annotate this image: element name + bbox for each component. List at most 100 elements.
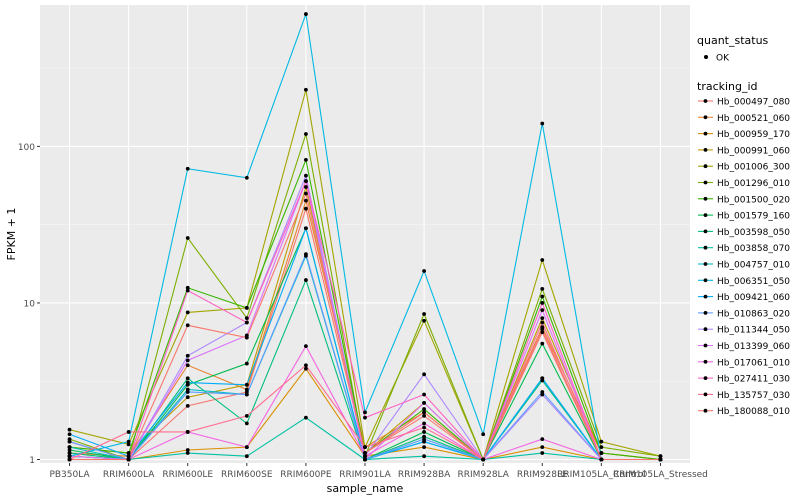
- data-point: [185, 285, 190, 290]
- data-point: [185, 395, 190, 400]
- data-point: [599, 457, 604, 462]
- data-point: [540, 121, 545, 126]
- data-point: [67, 448, 72, 452]
- data-point: [363, 445, 367, 450]
- legend-point-key: [703, 343, 708, 348]
- data-point: [185, 404, 190, 408]
- x-tick-label: PB350LA: [49, 470, 90, 480]
- data-point: [540, 445, 545, 450]
- data-point: [422, 400, 426, 405]
- data-point: [304, 206, 308, 211]
- data-point: [244, 320, 249, 325]
- data-point: [67, 457, 72, 462]
- legend-label: Hb_001500_020: [717, 195, 790, 205]
- data-point: [422, 269, 426, 273]
- data-point: [422, 410, 426, 415]
- data-point: [185, 376, 190, 381]
- legend-label: OK: [716, 54, 730, 64]
- data-point: [363, 457, 367, 462]
- legend-point-key: [703, 311, 708, 315]
- data-point: [67, 445, 72, 450]
- data-point: [304, 252, 308, 257]
- data-point: [304, 87, 308, 92]
- x-tick-label: RRIM600LE: [162, 470, 213, 480]
- data-point: [244, 361, 249, 366]
- data-point: [540, 437, 545, 442]
- legend-label: Hb_001296_010: [717, 179, 790, 189]
- data-point: [304, 179, 308, 184]
- data-point: [244, 382, 249, 387]
- legend-tracking-id-items: Hb_000497_080 Hb_000521_060 Hb_000959_170 H…: [698, 98, 790, 417]
- data-point: [244, 445, 249, 450]
- data-point: [304, 415, 308, 420]
- data-point: [422, 372, 426, 377]
- data-point: [422, 392, 426, 397]
- data-point: [422, 437, 426, 442]
- data-point: [540, 294, 545, 299]
- x-axis: PB350LA RRIM600LA RRIM600LE RRIM600SE RRIM60…: [49, 463, 708, 480]
- legend-label: Hb_010863_020: [717, 309, 790, 319]
- legend-point-key: [703, 359, 708, 364]
- data-point: [422, 318, 426, 323]
- y-tick-label: 100: [18, 143, 35, 153]
- legend-point-key: [703, 408, 708, 413]
- legend-label: Hb_001006_300: [717, 163, 790, 173]
- data-point: [540, 320, 545, 325]
- legend-point-key: [703, 148, 708, 152]
- data-point: [185, 430, 190, 434]
- data-point: [185, 380, 190, 385]
- data-point: [126, 457, 131, 462]
- data-point: [599, 439, 604, 444]
- legend-label: Hb_003858_070: [717, 244, 790, 254]
- x-axis-title: sample_name: [327, 482, 404, 495]
- x-tick-label: RRIM600LA: [103, 470, 155, 480]
- data-point: [422, 430, 426, 434]
- legend-point-key: [704, 55, 708, 59]
- data-point: [304, 185, 308, 189]
- data-point: [244, 454, 249, 459]
- data-point: [304, 366, 308, 371]
- data-point: [304, 363, 308, 368]
- legend-point-key: [703, 327, 708, 332]
- legend-label: Hb_004757_010: [717, 261, 790, 271]
- data-point: [185, 353, 190, 358]
- legend-label: Hb_000991_060: [717, 146, 790, 156]
- data-point: [304, 226, 308, 231]
- data-point: [540, 451, 545, 455]
- legend: quant_status OK tracking_id Hb_000497_08…: [697, 34, 790, 417]
- data-point: [244, 305, 249, 310]
- legend-point-key: [703, 294, 708, 299]
- data-point: [363, 454, 367, 459]
- legend-point-key: [703, 164, 708, 169]
- data-point: [126, 430, 131, 434]
- legend-label: Hb_001579_160: [717, 212, 790, 222]
- legend-quant-status-items: OK: [704, 54, 730, 64]
- legend-point-key: [703, 196, 708, 201]
- data-point: [540, 258, 545, 262]
- legend-point-key: [703, 376, 708, 380]
- data-point: [658, 457, 663, 462]
- x-tick-label: RRIM928LE: [517, 470, 568, 480]
- x-tick-label: RRIM901LA: [339, 470, 391, 480]
- data-point: [363, 415, 367, 420]
- data-point: [422, 413, 426, 418]
- data-point: [185, 166, 190, 171]
- legend-label: Hb_000959_170: [717, 130, 790, 140]
- data-point: [185, 310, 190, 315]
- data-point: [422, 454, 426, 459]
- data-point: [67, 439, 72, 444]
- legend-label: Hb_017061_010: [717, 358, 790, 368]
- legend-label: Hb_000497_080: [717, 98, 790, 108]
- y-axis-title: FPKM + 1: [5, 208, 18, 261]
- legend-label: Hb_135757_030: [717, 391, 790, 401]
- data-point: [363, 451, 367, 455]
- data-point: [185, 358, 190, 363]
- data-point: [422, 312, 426, 316]
- legend-point-key: [703, 99, 708, 103]
- x-tick-label: RRIM105LA_Stressed: [613, 470, 708, 480]
- x-tick-label: RRIM928LA: [457, 470, 509, 480]
- data-point: [540, 308, 545, 313]
- grid: [40, 5, 690, 463]
- data-point: [304, 12, 308, 16]
- data-point: [422, 445, 426, 450]
